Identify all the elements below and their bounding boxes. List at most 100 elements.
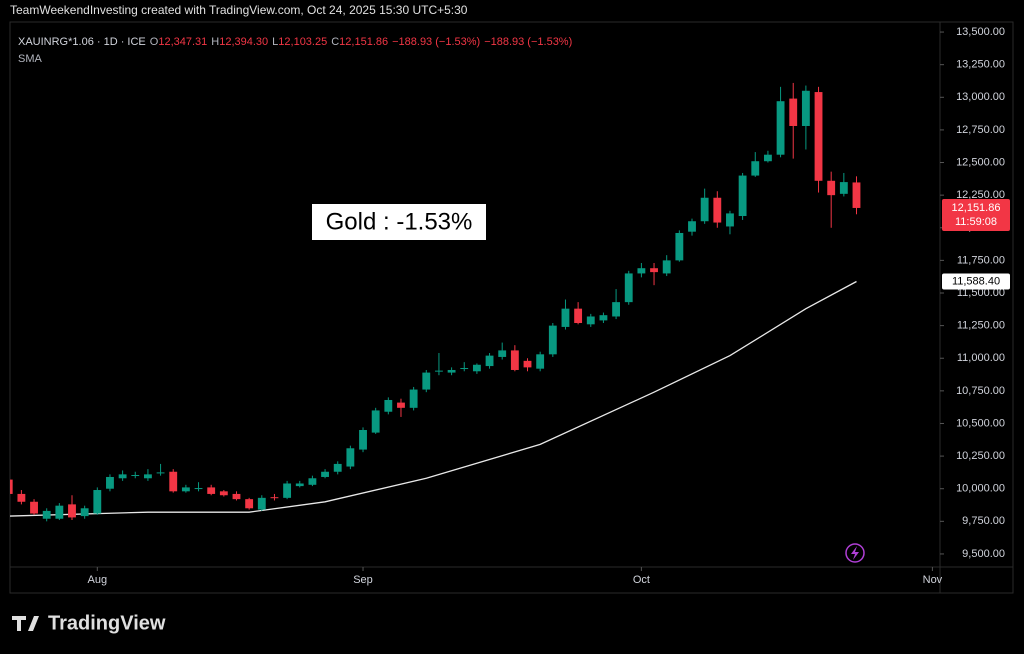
y-tick-label: 11,750.00 (957, 254, 1005, 266)
candle-body (359, 429, 367, 450)
candle-body (106, 476, 114, 489)
candle-body (536, 354, 545, 369)
candle-body (751, 161, 760, 176)
candle-body (662, 260, 671, 274)
candle-body (839, 182, 848, 194)
y-tick-label: 10,750.00 (956, 385, 1005, 397)
y-tick-label: 12,500.00 (956, 156, 1005, 168)
candle-body (801, 90, 810, 126)
sma-label-box (942, 273, 1010, 290)
y-tick-label: 11,250.00 (957, 320, 1005, 332)
candle-body (599, 315, 608, 321)
candle-body (232, 493, 241, 500)
y-tick-label: 13,500.00 (956, 26, 1005, 38)
y-tick-label: 10,500.00 (956, 417, 1005, 429)
candle-body (637, 268, 646, 274)
legend-value: −188.93 (−1.53%) (392, 36, 480, 48)
candle-body (409, 389, 418, 408)
x-tick-label: Nov (923, 574, 943, 586)
candle-body (156, 472, 165, 474)
candle-body (713, 197, 722, 223)
candle-body (80, 508, 89, 517)
candle-body (181, 487, 190, 492)
candle-body (776, 101, 785, 155)
logo-mark (12, 616, 39, 631)
candle-body (789, 98, 798, 126)
candle-body (194, 488, 203, 490)
alert-icon[interactable] (845, 543, 865, 563)
candle-body (510, 350, 519, 370)
candle-body (55, 505, 64, 519)
y-tick-label: 12,750.00 (956, 124, 1005, 136)
candle-body (650, 268, 658, 273)
legend-key: C (331, 36, 339, 48)
legend-key: L (272, 36, 278, 48)
alert-bolt (851, 546, 859, 560)
candle-body (346, 448, 355, 467)
x-tick-label: Oct (633, 574, 650, 586)
legend-value: 12,103.25 (278, 36, 327, 48)
logo: TradingView (48, 612, 166, 634)
candle-body (422, 372, 431, 390)
candle-body (548, 325, 557, 355)
candle-body (574, 308, 583, 324)
candle-body (586, 316, 595, 325)
candle-body (10, 479, 13, 494)
candle-body (118, 474, 127, 479)
symbol: XAUINRG*1.06 · 1D · ICE (18, 36, 146, 48)
header: TeamWeekendInvesting created with Tradin… (10, 3, 468, 17)
candle-body (852, 182, 861, 208)
candle-body (485, 355, 494, 367)
candle-body (30, 501, 38, 514)
candle-body (624, 273, 633, 303)
candle-body (257, 497, 266, 510)
legend-key: O (150, 36, 159, 48)
chart-frame (9, 21, 1014, 594)
price-timer: 11:59:08 (955, 216, 997, 228)
candle-body (143, 474, 152, 479)
candle-body (384, 399, 393, 412)
candle-body (688, 221, 696, 232)
candle-body (814, 92, 823, 181)
candle-body (295, 483, 304, 487)
y-tick-label: 9,500.00 (962, 548, 1005, 560)
price-label: 12,151.86 (952, 202, 1001, 214)
candle-body (675, 232, 684, 261)
candle-body (763, 154, 772, 162)
sma-label: 11,588.40 (952, 275, 1000, 287)
candle-body (700, 197, 709, 222)
candle-body (42, 510, 51, 519)
legend-value: 12,394.30 (219, 36, 268, 48)
legend-value: −188.93 (−1.53%) (484, 36, 572, 48)
candle-body (523, 360, 532, 368)
candle-body (435, 370, 443, 372)
annotation-box (312, 204, 486, 240)
candle-body (333, 463, 342, 472)
candle-body (68, 504, 76, 518)
candle-body (219, 491, 228, 496)
legend: XAUINRG*1.06 · 1D · ICE O12,347.31 H12,394… (18, 36, 572, 48)
price-label-box (942, 198, 1010, 231)
candle-body (131, 475, 140, 477)
y-tick-label: 12,250.00 (956, 189, 1005, 201)
legend-value: 12,151.86 (339, 36, 388, 48)
candle-body (308, 478, 317, 485)
candle-body (283, 483, 292, 498)
x-tick-label: Aug (88, 574, 108, 586)
y-tick-label: 10,250.00 (956, 450, 1005, 462)
y-tick-label: 9,750.00 (962, 515, 1005, 527)
candle-body (245, 499, 254, 509)
legend-key: H (211, 36, 219, 48)
candle-body (207, 487, 216, 494)
y-tick-label: 13,250.00 (956, 59, 1005, 71)
candle-body (498, 350, 507, 357)
candle-body (270, 497, 279, 499)
candle-body (738, 175, 747, 217)
candle-body (371, 410, 380, 433)
y-tick-label: 11,000.00 (957, 352, 1005, 364)
legend-value: 12,347.31 (158, 36, 207, 48)
indicator-label: SMA (18, 53, 43, 65)
candle-body (397, 402, 405, 408)
candle-body (93, 490, 102, 514)
